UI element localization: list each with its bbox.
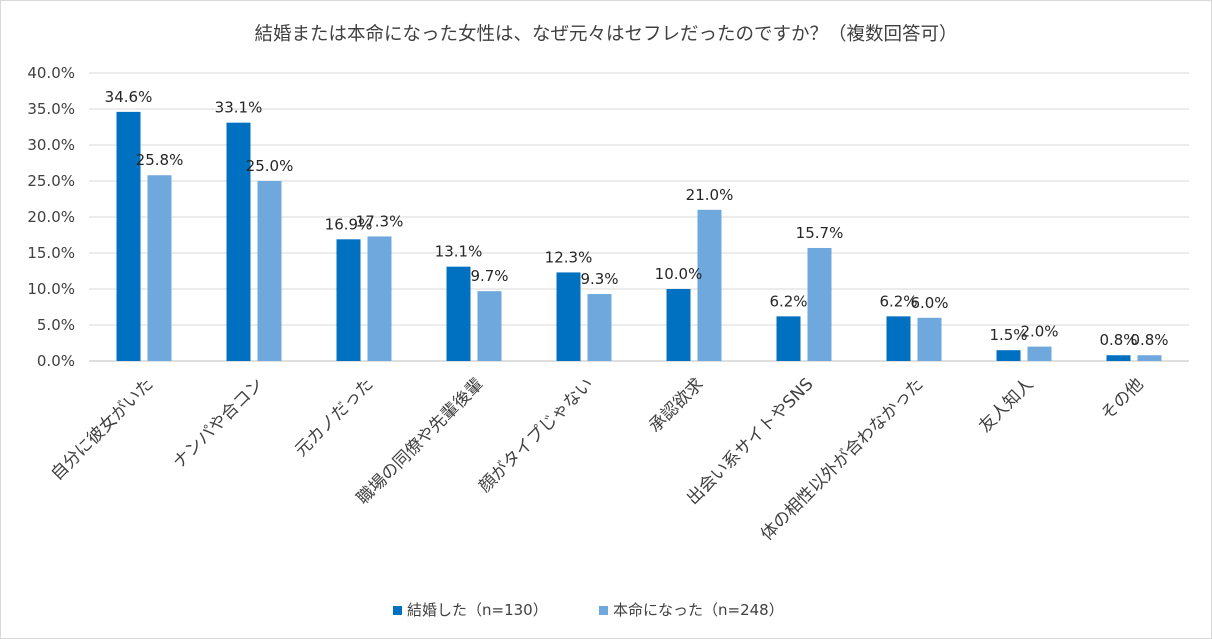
data-label: 16.9% — [325, 215, 373, 233]
legend: 結婚した（n=130） 本命になった（n=248） — [393, 601, 784, 619]
bar-series2 — [807, 247, 832, 361]
data-label: 9.3% — [580, 270, 618, 288]
legend-swatch — [393, 606, 402, 615]
legend-swatch — [599, 606, 608, 615]
bar-series2 — [697, 209, 722, 361]
y-tick-label: 30.0% — [27, 136, 75, 154]
bar-series2 — [1137, 355, 1162, 361]
data-label: 6.0% — [910, 294, 948, 312]
category-label: その他 — [1097, 374, 1147, 424]
bar-series1 — [996, 350, 1021, 361]
y-tick-label: 25.0% — [27, 172, 75, 190]
data-labels: 34.6% 25.8% 33.1% 25.0% 16.9%17.3% 13.1% 9.7% 1… — [105, 88, 1169, 349]
y-axis-ticks: 0.0% 5.0% 10.0% 15.0% 20.0% 25.0% 30.0% 35.0% 40… — [27, 64, 75, 370]
bar-series2 — [917, 317, 942, 361]
bars — [116, 111, 1162, 362]
data-label: 0.8% — [1130, 331, 1168, 349]
category-label: 顔がタイプじゃない — [475, 374, 597, 496]
bar-series2 — [257, 181, 282, 361]
category-label: 友人知人 — [975, 374, 1037, 436]
bar-series2 — [367, 236, 392, 361]
bar-series1 — [226, 122, 251, 362]
category-label: 承認欲求 — [645, 374, 707, 436]
bar-series1 — [446, 266, 471, 361]
bar-series1 — [666, 289, 691, 361]
bar-series1 — [556, 272, 581, 361]
data-label: 0.8% — [1099, 331, 1137, 349]
bar-series2 — [147, 175, 172, 361]
category-label: 元カノだった — [291, 374, 377, 460]
y-tick-label: 5.0% — [37, 316, 75, 334]
category-label: 出会い系サイトやSNS — [683, 374, 818, 509]
data-label: 12.3% — [545, 248, 593, 266]
data-label: 34.6% — [105, 88, 153, 106]
chart-title: 結婚または本命になった女性は、なぜ元々はセフレだったのですか？（複数回答可） — [254, 24, 957, 45]
category-label: ナンパや合コン — [169, 374, 267, 472]
category-labels: 自分に彼女がいた ナンパや合コン 元カノだった職場の同僚や先輩後輩顔がタイプじゃない… — [47, 374, 1147, 544]
data-label: 6.2% — [879, 292, 917, 310]
data-label: 10.0% — [655, 265, 703, 283]
bar-series2 — [1027, 346, 1052, 361]
bar-series1 — [116, 111, 141, 361]
y-tick-label: 40.0% — [27, 64, 75, 82]
bar-series1 — [336, 239, 361, 361]
data-label: 2.0% — [1020, 323, 1058, 341]
data-label: 25.8% — [136, 151, 184, 169]
y-tick-label: 0.0% — [37, 352, 75, 370]
y-tick-label: 20.0% — [27, 208, 75, 226]
bar-series2 — [587, 294, 612, 361]
category-label: 自分に彼女がいた — [47, 374, 157, 484]
data-label: 15.7% — [796, 224, 844, 242]
data-label: 17.3% — [356, 212, 404, 230]
bar-series2 — [477, 291, 502, 361]
legend-entry: 本命になった（n=248） — [613, 601, 784, 619]
legend-entry: 結婚した（n=130） — [407, 601, 548, 619]
data-label: 9.7% — [470, 267, 508, 285]
category-label: 職場の同僚や先輩後輩 — [353, 374, 487, 508]
y-tick-label: 10.0% — [27, 280, 75, 298]
data-label: 21.0% — [686, 186, 734, 204]
bar-series1 — [886, 316, 911, 361]
y-tick-label: 35.0% — [27, 100, 75, 118]
bar-series1 — [1106, 355, 1131, 361]
data-label: 33.1% — [215, 99, 263, 117]
data-label: 25.0% — [246, 157, 294, 175]
data-label: 13.1% — [435, 243, 483, 261]
data-label: 6.2% — [769, 292, 807, 310]
bar-series1 — [776, 316, 801, 361]
data-label: 1.5% — [989, 326, 1027, 344]
y-tick-label: 15.0% — [27, 244, 75, 262]
